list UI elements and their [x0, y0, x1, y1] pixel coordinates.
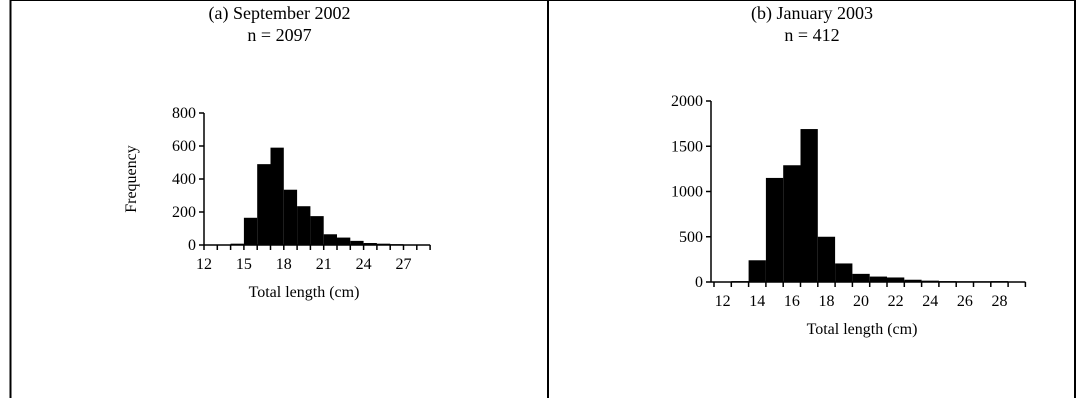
chart-b-bar-20: [852, 273, 870, 282]
chart-a-x-tick-label-18: 18: [276, 256, 292, 273]
chart-b-bar-16: [783, 165, 801, 282]
chart-a-bar-22: [337, 237, 351, 245]
chart-b-x-tick-label-22: 22: [888, 293, 904, 310]
chart-a-bar-16: [257, 164, 271, 245]
chart-a-bar-24: [363, 243, 377, 245]
chart-b-bar-19: [835, 263, 853, 282]
chart-b-y-tick-label-500: 500: [679, 229, 703, 246]
chart-a-bar-23: [350, 240, 364, 245]
panel-b-sample-size: n = 412: [784, 25, 840, 45]
chart-b-bar-23: [904, 279, 922, 282]
chart-a-y-tick-label-600: 600: [172, 138, 196, 155]
chart-a-bar-19: [297, 206, 311, 245]
chart-b-x-tick-label-12: 12: [715, 293, 731, 310]
chart-b-x-tick-label-28: 28: [991, 293, 1007, 310]
chart-b-x-tick-label-24: 24: [922, 293, 938, 310]
chart-b-y-tick-label-2000: 2000: [671, 93, 703, 110]
chart-b-bar-14: [748, 260, 766, 282]
chart-b-bar-21: [869, 276, 887, 282]
panel-a-sample-size: n = 2097: [247, 25, 312, 45]
chart-b-bar-18: [817, 236, 836, 282]
chart-a-y-axis-title: Frequency: [123, 145, 140, 213]
chart-a-y-tick-label-0: 0: [188, 237, 196, 254]
chart-b-bar-15: [765, 177, 784, 282]
chart-b-x-axis-title: Total length (cm): [807, 321, 918, 338]
chart-a-x-axis-title: Total length (cm): [249, 284, 360, 301]
chart-a-x-tick-label-27: 27: [396, 256, 412, 273]
chart-b-x-tick-label-14: 14: [749, 293, 765, 310]
chart-a-bar-21: [323, 234, 337, 245]
chart-a-x-tick-label-12: 12: [196, 256, 212, 273]
chart-b-x-tick-label-20: 20: [853, 293, 869, 310]
chart-b-y-tick-label-1000: 1000: [671, 184, 703, 201]
panel-b-heading: (b) January 2003 n = 412: [550, 2, 1074, 46]
chart-b-x-tick-label-16: 16: [784, 293, 800, 310]
chart-b-x-tick-label-26: 26: [957, 293, 973, 310]
panel-a-title: (a) September 2002: [208, 3, 351, 23]
chart-b-bar-22: [887, 277, 905, 282]
panel-a-heading: (a) September 2002 n = 2097: [12, 2, 547, 46]
panel-b-title: (b) January 2003: [751, 3, 873, 23]
chart-a-bar-18: [283, 189, 298, 245]
chart-a-bar-20: [310, 216, 324, 245]
chart-a-y-tick-label-800: 800: [172, 105, 196, 122]
chart-a-bar-17: [270, 147, 284, 245]
chart-a-x-tick-label-24: 24: [356, 256, 372, 273]
chart-a-x-tick-label-15: 15: [236, 256, 252, 273]
chart-b-y-tick-label-1500: 1500: [671, 138, 703, 155]
chart-b-x-tick-label-18: 18: [818, 293, 834, 310]
chart-b-bar-17: [800, 129, 818, 282]
chart-a-y-tick-label-200: 200: [172, 204, 196, 221]
chart-b-y-tick-label-0: 0: [695, 274, 703, 291]
chart-a-bar-15: [243, 217, 258, 245]
chart-a-y-tick-label-400: 400: [172, 171, 196, 188]
chart-a-x-tick-label-21: 21: [316, 256, 332, 273]
